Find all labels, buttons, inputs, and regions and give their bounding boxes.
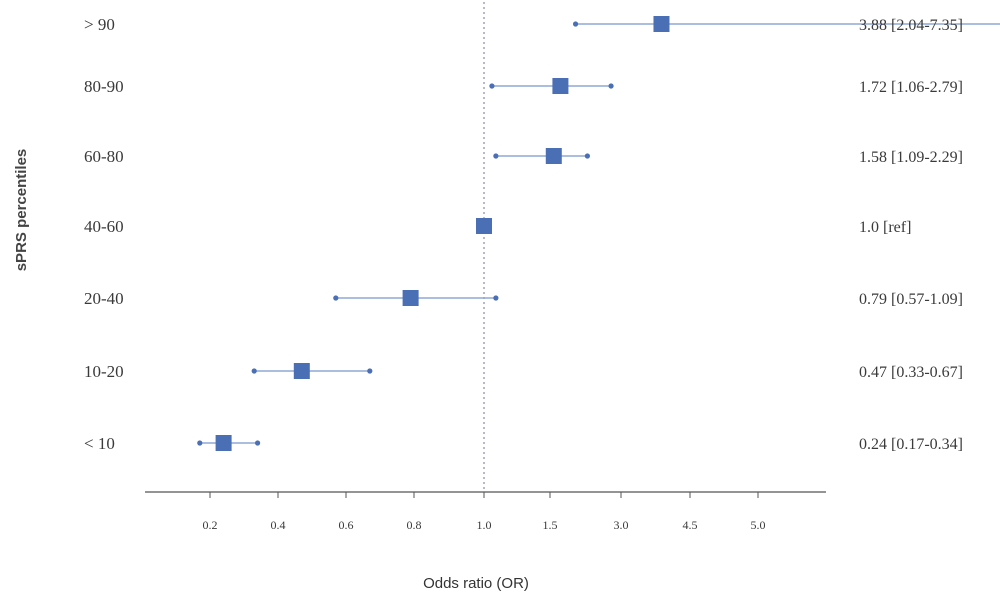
or-marker [402,290,419,306]
ci-low-cap [251,368,257,374]
ci-low-cap [493,153,499,159]
ci-high-cap [608,83,614,89]
forest-row: 20-40 0.79 [0.57-1.09] [84,289,963,308]
or-ci-label: 3.88 [2.04-7.35] [859,17,963,34]
forest-row: 60-80 1.58 [1.09-2.29] [84,147,963,166]
ci-low-cap [489,83,495,89]
row-label: 80-90 [84,77,124,96]
x-tick-label: 1.0 [477,518,492,532]
or-ci-label: 1.0 [ref] [859,219,911,236]
or-marker [552,78,569,94]
ci-low-cap [197,440,203,446]
x-axis-title: Odds ratio (OR) [423,575,529,592]
ci-high-cap [493,295,499,301]
row-label: 40-60 [84,217,124,236]
ci-low-cap [572,21,579,27]
or-ci-label: 1.58 [1.09-2.29] [859,149,963,166]
or-ci-label: 0.24 [0.17-0.34] [859,436,963,453]
or-marker [215,435,232,451]
or-marker [653,16,670,32]
forest-row: > 90 3.88 [2.04-7.35] [84,15,1000,34]
forest-row: 80-90 1.72 [1.06-2.79] [84,77,963,96]
ci-high-cap [584,153,590,159]
x-tick-label: 5.0 [751,518,766,532]
or-marker [293,363,310,379]
row-label: 20-40 [84,289,124,308]
y-axis-title: sPRS percentiles [13,149,30,272]
x-tick-label: 0.4 [271,518,286,532]
x-tick-label: 1.5 [543,518,558,532]
x-tick-label: 0.6 [339,518,354,532]
forest-row: < 10 0.24 [0.17-0.34] [84,434,963,453]
ci-high-cap [255,440,261,446]
or-ci-label: 1.72 [1.06-2.79] [859,79,963,96]
or-marker [476,218,492,234]
row-label: > 90 [84,15,115,34]
or-ci-label: 0.79 [0.57-1.09] [859,291,963,308]
ci-high-cap [367,368,373,374]
ci-low-cap [333,295,339,301]
or-ci-label: 0.47 [0.33-0.67] [859,364,963,381]
row-label: 10-20 [84,362,124,381]
row-label: < 10 [84,434,115,453]
x-tick-label: 0.8 [407,518,422,532]
x-tick-label: 3.0 [614,518,629,532]
forest-row: 10-20 0.47 [0.33-0.67] [84,362,963,381]
x-tick-label: 4.5 [683,518,698,532]
x-tick-label: 0.2 [203,518,218,532]
row-label: 60-80 [84,147,124,166]
or-marker [545,148,562,164]
forest-row: 40-60 1.0 [ref] [84,217,911,236]
